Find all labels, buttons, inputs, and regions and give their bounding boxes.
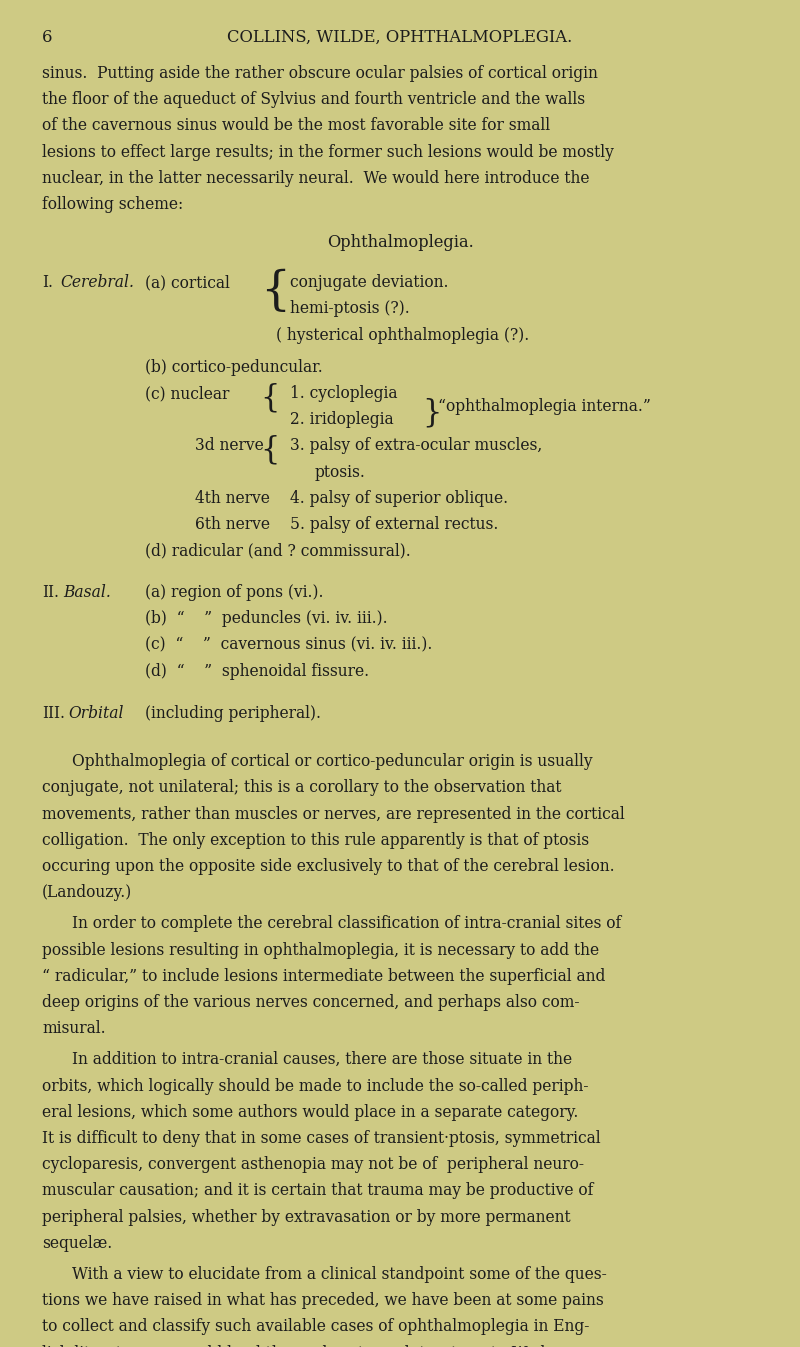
Text: 6th nerve: 6th nerve xyxy=(195,516,270,533)
Text: I.: I. xyxy=(42,275,53,291)
Text: Ophthalmoplegia of cortical or cortico-peduncular origin is usually: Ophthalmoplegia of cortical or cortico-p… xyxy=(72,753,593,770)
Text: 6: 6 xyxy=(42,30,53,46)
Text: muscular causation; and it is certain that trauma may be productive of: muscular causation; and it is certain th… xyxy=(42,1183,594,1199)
Text: 4th nerve: 4th nerve xyxy=(195,490,270,506)
Text: (a) cortical: (a) cortical xyxy=(145,275,230,291)
Text: tions we have raised in what has preceded, we have been at some pains: tions we have raised in what has precede… xyxy=(42,1292,604,1309)
Text: {: { xyxy=(260,269,290,314)
Text: II.: II. xyxy=(42,585,59,601)
Text: (b) cortico-peduncular.: (b) cortico-peduncular. xyxy=(145,358,322,376)
Text: movements, rather than muscles or nerves, are represented in the cortical: movements, rather than muscles or nerves… xyxy=(42,806,625,823)
Text: 4. palsy of superior oblique.: 4. palsy of superior oblique. xyxy=(290,490,508,506)
Text: 3d nerve: 3d nerve xyxy=(195,438,264,454)
Text: (b)  “    ”  peduncles (vi. iv. iii.).: (b) “ ” peduncles (vi. iv. iii.). xyxy=(145,610,388,628)
Text: orbits, which logically should be made to include the so-called periph-: orbits, which logically should be made t… xyxy=(42,1078,589,1095)
Text: It is difficult to deny that in some cases of transient·ptosis, symmetrical: It is difficult to deny that in some cas… xyxy=(42,1130,601,1146)
Text: In order to complete the cerebral classification of intra-cranial sites of: In order to complete the cerebral classi… xyxy=(72,916,622,932)
Text: “ radicular,” to include lesions intermediate between the superficial and: “ radicular,” to include lesions interme… xyxy=(42,967,606,985)
Text: conjugate deviation.: conjugate deviation. xyxy=(290,275,449,291)
Text: conjugate, not unilateral; this is a corollary to the observation that: conjugate, not unilateral; this is a cor… xyxy=(42,780,562,796)
Text: (c)  “    ”  cavernous sinus (vi. iv. iii.).: (c) “ ” cavernous sinus (vi. iv. iii.). xyxy=(145,637,432,653)
Text: (c) nuclear: (c) nuclear xyxy=(145,385,230,401)
Text: In addition to intra-cranial causes, there are those situate in the: In addition to intra-cranial causes, the… xyxy=(72,1051,572,1068)
Text: ptosis.: ptosis. xyxy=(315,463,366,481)
Text: of the cavernous sinus would be the most favorable site for small: of the cavernous sinus would be the most… xyxy=(42,117,550,135)
Text: (Landouzy.): (Landouzy.) xyxy=(42,884,132,901)
Text: the floor of the aqueduct of Sylvius and fourth ventricle and the walls: the floor of the aqueduct of Sylvius and… xyxy=(42,92,585,108)
Text: deep origins of the various nerves concerned, and perhaps also com-: deep origins of the various nerves conce… xyxy=(42,994,579,1010)
Text: Ophthalmoplegia.: Ophthalmoplegia. xyxy=(326,234,474,251)
Text: following scheme:: following scheme: xyxy=(42,197,183,213)
Text: Cerebral.: Cerebral. xyxy=(60,275,134,291)
Text: occuring upon the opposite side exclusively to that of the cerebral lesion.: occuring upon the opposite side exclusiv… xyxy=(42,858,614,876)
Text: “ophthalmoplegia interna.”: “ophthalmoplegia interna.” xyxy=(438,399,651,415)
Text: lish literature as would lend themselves to such treatment.  We have: lish literature as would lend themselves… xyxy=(42,1344,578,1347)
Text: sinus.  Putting aside the rather obscure ocular palsies of cortical origin: sinus. Putting aside the rather obscure … xyxy=(42,65,598,82)
Text: sequelæ.: sequelæ. xyxy=(42,1235,112,1251)
Text: III.: III. xyxy=(42,704,65,722)
Text: (including peripheral).: (including peripheral). xyxy=(145,704,321,722)
Text: }: } xyxy=(422,397,442,428)
Text: (a) region of pons (vi.).: (a) region of pons (vi.). xyxy=(145,585,323,601)
Text: colligation.  The only exception to this rule apparently is that of ptosis: colligation. The only exception to this … xyxy=(42,831,589,849)
Text: misural.: misural. xyxy=(42,1020,106,1037)
Text: Basal.: Basal. xyxy=(63,585,110,601)
Text: lesions to effect large results; in the former such lesions would be mostly: lesions to effect large results; in the … xyxy=(42,144,614,160)
Text: {: { xyxy=(260,434,279,466)
Text: ( hysterical ophthalmoplegia (?).: ( hysterical ophthalmoplegia (?). xyxy=(276,326,530,343)
Text: to collect and classify such available cases of ophthalmoplegia in Eng-: to collect and classify such available c… xyxy=(42,1319,590,1335)
Text: (d) radicular (and ? commissural).: (d) radicular (and ? commissural). xyxy=(145,543,410,559)
Text: 1. cycloplegia: 1. cycloplegia xyxy=(290,385,398,401)
Text: (d)  “    ”  sphenoidal fissure.: (d) “ ” sphenoidal fissure. xyxy=(145,663,369,680)
Text: peripheral palsies, whether by extravasation or by more permanent: peripheral palsies, whether by extravasa… xyxy=(42,1208,570,1226)
Text: nuclear, in the latter necessarily neural.  We would here introduce the: nuclear, in the latter necessarily neura… xyxy=(42,170,590,187)
Text: 3. palsy of extra-ocular muscles,: 3. palsy of extra-ocular muscles, xyxy=(290,438,542,454)
Text: possible lesions resulting in ophthalmoplegia, it is necessary to add the: possible lesions resulting in ophthalmop… xyxy=(42,942,599,959)
Text: hemi-ptosis (?).: hemi-ptosis (?). xyxy=(290,300,410,318)
Text: COLLINS, WILDE, OPHTHALMOPLEGIA.: COLLINS, WILDE, OPHTHALMOPLEGIA. xyxy=(227,30,573,46)
Text: {: { xyxy=(260,383,279,414)
Text: 5. palsy of external rectus.: 5. palsy of external rectus. xyxy=(290,516,498,533)
Text: Orbital: Orbital xyxy=(68,704,123,722)
Text: eral lesions, which some authors would place in a separate category.: eral lesions, which some authors would p… xyxy=(42,1103,578,1121)
Text: With a view to elucidate from a clinical standpoint some of the ques-: With a view to elucidate from a clinical… xyxy=(72,1266,606,1282)
Text: cycloparesis, convergent asthenopia may not be of  peripheral neuro-: cycloparesis, convergent asthenopia may … xyxy=(42,1156,584,1173)
Text: 2. iridoplegia: 2. iridoplegia xyxy=(290,411,394,428)
